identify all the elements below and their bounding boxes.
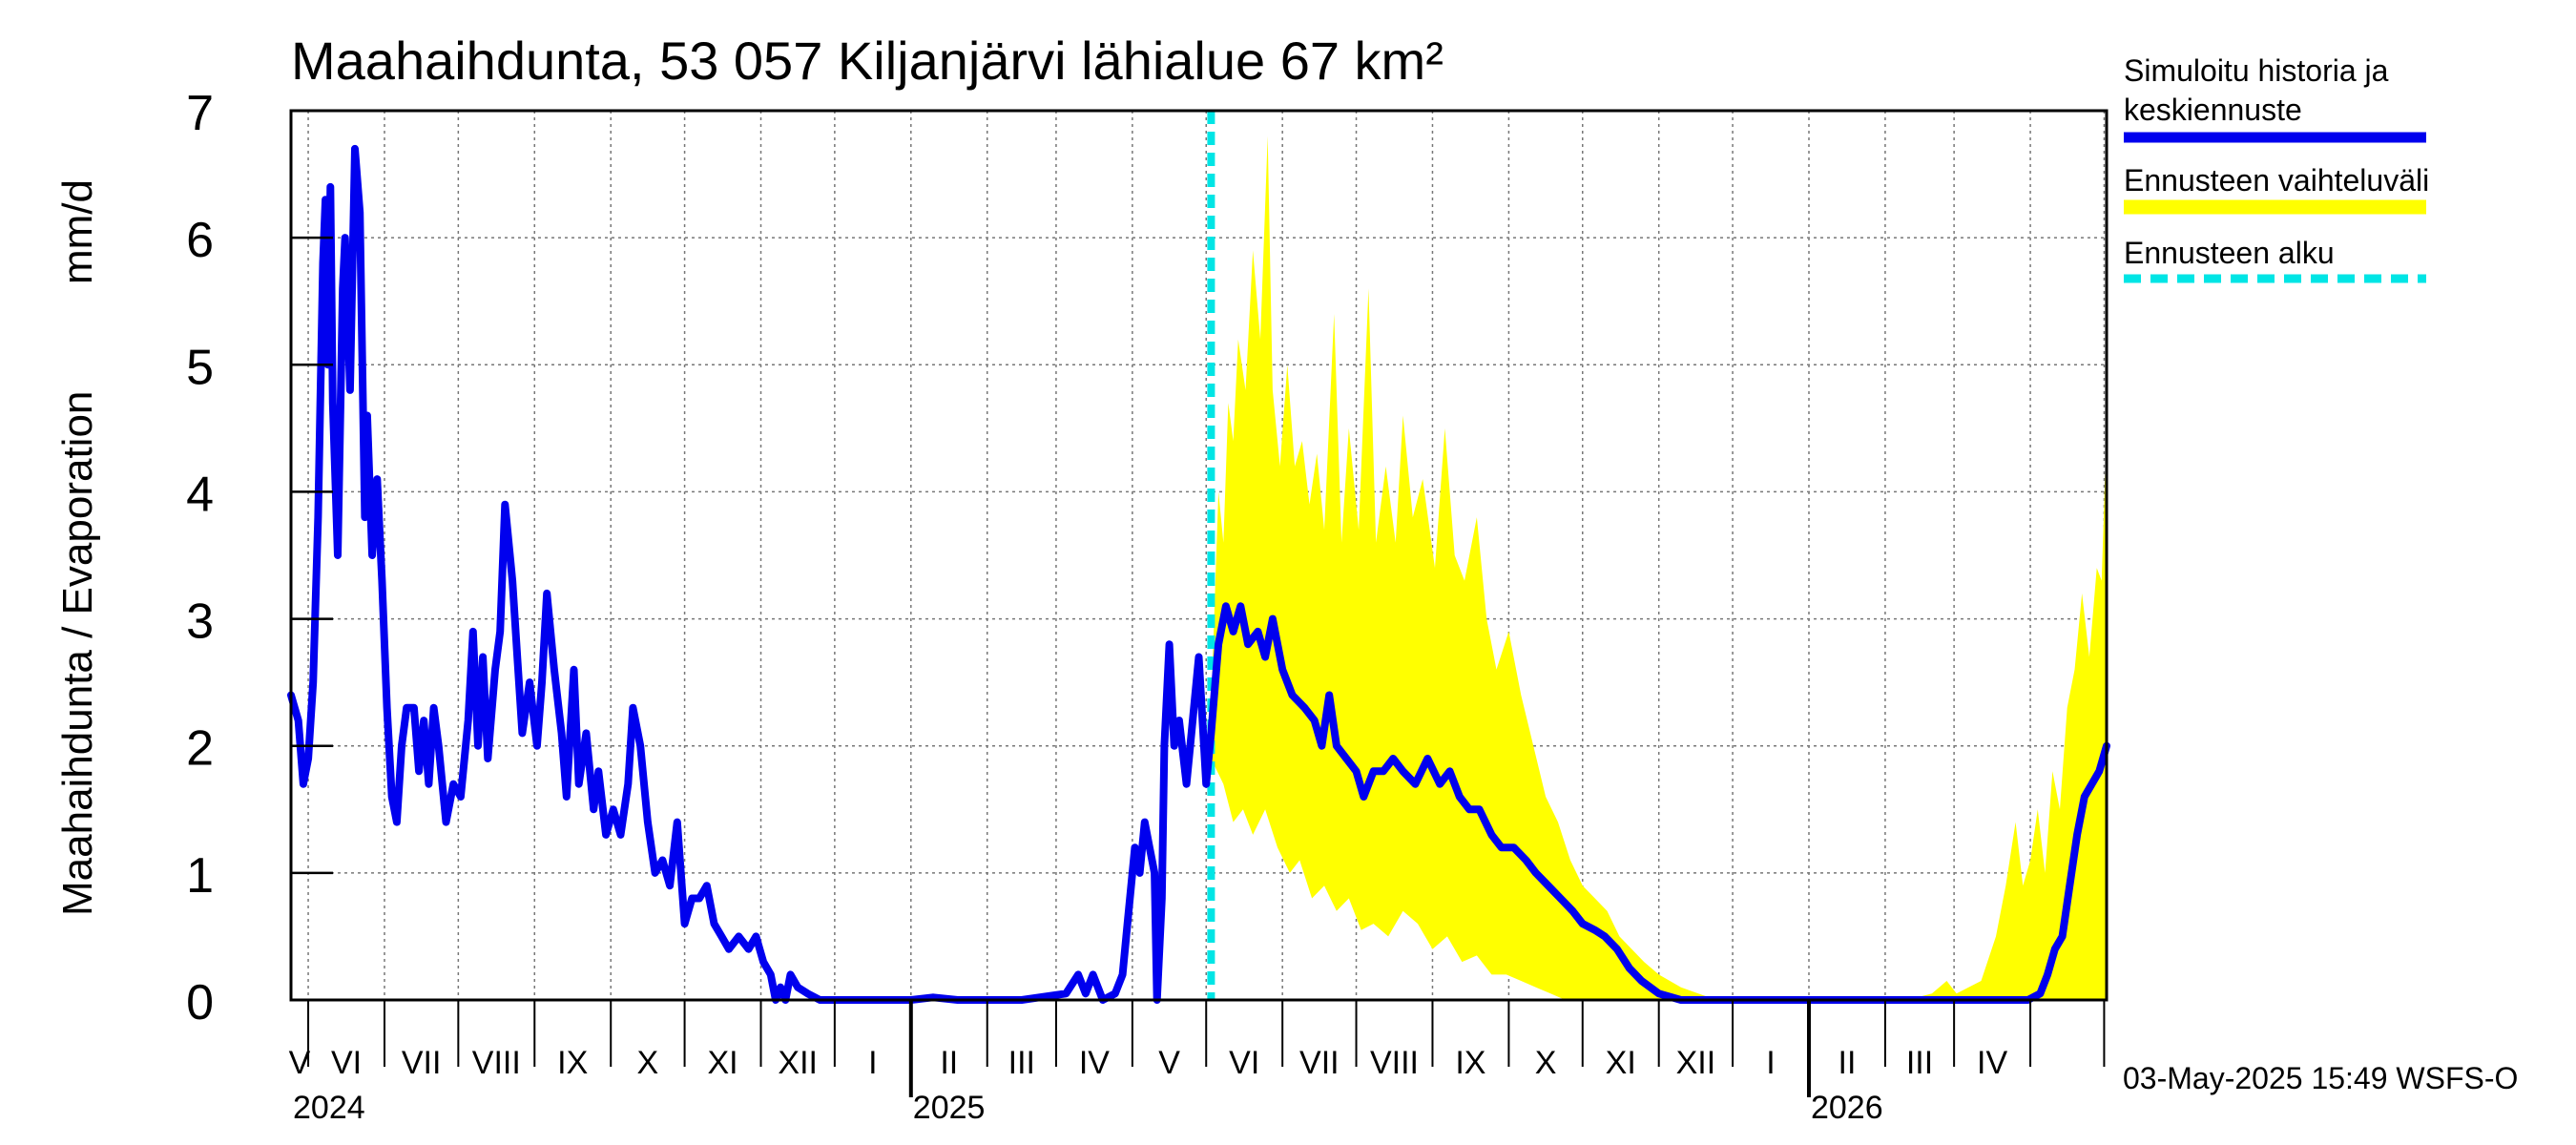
year-label: 2025 <box>913 1090 986 1126</box>
grid <box>291 111 2107 1000</box>
month-label: IV <box>1079 1045 1110 1081</box>
month-label: XII <box>1676 1045 1716 1081</box>
y-axis-ticks: 0 1 2 3 4 5 6 7 <box>186 86 333 1030</box>
legend-label-series-line1: Simuloitu historia ja <box>2124 53 2389 88</box>
month-label: VI <box>1229 1045 1259 1081</box>
y-axis-label-main: Maahaihdunta / Evaporation <box>54 391 101 916</box>
month-label: XII <box>778 1045 818 1081</box>
simulated-series <box>287 144 2110 1004</box>
month-label: III <box>1008 1045 1035 1081</box>
month-label: I <box>1766 1045 1775 1081</box>
month-label: V <box>1158 1045 1180 1081</box>
y-tick-label: 6 <box>186 213 214 268</box>
y-tick-label: 2 <box>186 721 214 777</box>
y-tick-label: 0 <box>186 975 214 1030</box>
month-label: X <box>637 1045 659 1081</box>
month-label: II <box>1839 1045 1857 1081</box>
legend-label-series-line2: keskiennuste <box>2124 93 2302 127</box>
month-label: IX <box>1455 1045 1485 1081</box>
y-tick-label: 7 <box>186 86 214 141</box>
simulated-history-line <box>287 144 2110 1004</box>
chart-title: Maahaihdunta, 53 057 Kiljanjärvi lähialu… <box>291 31 1444 91</box>
legend-label-band: Ennusteen vaihteluväli <box>2124 163 2429 198</box>
month-label: III <box>1906 1045 1933 1081</box>
month-label: XI <box>1606 1045 1636 1081</box>
month-label: XI <box>707 1045 737 1081</box>
year-label: 2024 <box>293 1090 365 1126</box>
month-label: X <box>1535 1045 1557 1081</box>
year-label: 2026 <box>1811 1090 1883 1126</box>
month-label: IX <box>557 1045 588 1081</box>
month-label: VIII <box>472 1045 521 1081</box>
y-axis-label: Maahaihdunta / Evaporation mm/d <box>54 179 101 916</box>
month-label: VII <box>1299 1045 1340 1081</box>
x-axis: V VI VII VIII IX X XI XII I II III IV V VI VII VIII IX X X… <box>289 1000 2106 1126</box>
y-tick-label: 3 <box>186 594 214 650</box>
month-label: VIII <box>1370 1045 1419 1081</box>
legend: Simuloitu historia ja keskiennuste Ennus… <box>2124 53 2429 283</box>
legend-label-forecast-start: Ennusteen alku <box>2124 236 2335 270</box>
y-axis-label-unit: mm/d <box>54 179 101 284</box>
forecast-range-area <box>1211 135 2107 1001</box>
y-tick-label: 5 <box>186 340 214 395</box>
month-label: II <box>940 1045 958 1081</box>
month-label: IV <box>1977 1045 2007 1081</box>
month-label: VI <box>331 1045 362 1081</box>
footer-timestamp: 03-May-2025 15:49 WSFS-O <box>2123 1061 2518 1095</box>
y-tick-label: 1 <box>186 848 214 904</box>
forecast-range-band <box>1211 135 2107 1001</box>
y-tick-label: 4 <box>186 467 214 522</box>
month-label: VII <box>402 1045 442 1081</box>
plot-frame <box>289 109 2109 1002</box>
month-label: V <box>289 1045 311 1081</box>
month-label: I <box>868 1045 877 1081</box>
